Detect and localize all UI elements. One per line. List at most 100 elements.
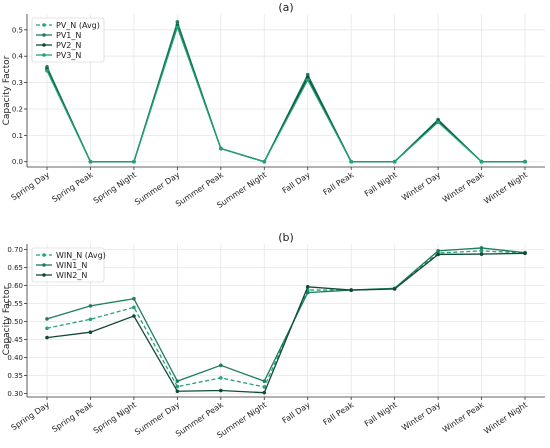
series-PV3_N bbox=[45, 25, 527, 164]
y-tick-label: 0.60 bbox=[7, 282, 23, 290]
data-point bbox=[523, 159, 527, 164]
x-tick-label: Fall Day bbox=[281, 170, 312, 195]
y-tick-label: 0.1 bbox=[12, 132, 23, 140]
data-point bbox=[262, 385, 267, 389]
x-tick-label: Spring Day bbox=[9, 400, 51, 432]
data-point bbox=[305, 285, 310, 289]
x-tick-label: Winter Peak bbox=[441, 170, 486, 204]
data-point bbox=[45, 68, 49, 73]
data-point bbox=[175, 379, 180, 383]
x-tick-label: Fall Day bbox=[281, 400, 312, 425]
data-point bbox=[262, 390, 267, 395]
data-point bbox=[45, 64, 49, 69]
data-point bbox=[479, 159, 484, 164]
x-tick-label: Spring Peak bbox=[50, 170, 95, 204]
x-tick-label: Spring Day bbox=[9, 170, 51, 202]
y-tick-label: 0.5 bbox=[12, 26, 23, 34]
data-point bbox=[479, 252, 484, 256]
data-point bbox=[88, 317, 93, 322]
chart-panel-a: (a) Capacity Factor 0.0 0.1 0.2 0.3 0.4 0.5 Spri… bbox=[2, 1, 545, 210]
data-point bbox=[88, 159, 93, 164]
y-tick-label: 0.65 bbox=[7, 264, 23, 272]
y-axis-label: Capacity Factor bbox=[2, 55, 12, 125]
chart-title: (b) bbox=[278, 231, 294, 244]
x-tick-label: Winter Night bbox=[482, 170, 529, 206]
data-point bbox=[45, 317, 49, 321]
series-line bbox=[46, 25, 525, 163]
y-tick-label: 0.40 bbox=[7, 354, 23, 362]
legend-label: PV2_N bbox=[56, 41, 81, 50]
y-tick-label: 0.30 bbox=[7, 390, 23, 398]
data-point bbox=[479, 249, 484, 253]
data-point bbox=[262, 159, 267, 164]
x-tick-label: Winter Night bbox=[482, 400, 529, 436]
data-point bbox=[219, 376, 223, 380]
x-tick-label: Winter Peak bbox=[441, 400, 486, 434]
legend-label: PV1_N bbox=[56, 31, 81, 40]
data-point bbox=[436, 120, 440, 124]
data-point bbox=[305, 78, 310, 82]
y-tick-label: 0.0 bbox=[12, 158, 23, 166]
series-line bbox=[46, 252, 526, 394]
data-point bbox=[88, 330, 93, 335]
y-tick-label: 0.55 bbox=[7, 300, 23, 308]
y-axis-label: Capacity Factor bbox=[2, 285, 12, 355]
x-tick-label: Winter Day bbox=[400, 170, 442, 203]
data-point bbox=[132, 296, 136, 301]
data-point bbox=[305, 72, 310, 77]
data-point bbox=[305, 75, 310, 80]
x-tick-label: Fall Peak bbox=[321, 170, 355, 197]
y-tick-label: 0.45 bbox=[7, 336, 23, 344]
legend-swatch-marker bbox=[42, 23, 46, 27]
data-point bbox=[175, 384, 180, 389]
legend-swatch-marker bbox=[42, 53, 46, 57]
x-tick-label: Fall Night bbox=[363, 400, 399, 428]
legend-swatch-marker bbox=[42, 273, 46, 277]
x-tick-label: Spring Night bbox=[92, 400, 138, 435]
legend-swatch-marker bbox=[42, 253, 46, 257]
data-point bbox=[175, 20, 180, 24]
y-tick-label: 0.70 bbox=[7, 246, 23, 254]
x-tick-label: Spring Peak bbox=[50, 400, 95, 434]
y-tick-label: 0.3 bbox=[12, 79, 23, 87]
plot-area bbox=[27, 14, 545, 167]
data-point bbox=[392, 159, 397, 164]
data-point bbox=[132, 314, 136, 318]
data-point bbox=[45, 335, 49, 340]
data-point bbox=[305, 290, 310, 295]
data-point bbox=[262, 379, 267, 383]
data-point bbox=[479, 246, 484, 250]
chart-panel-b: (b) Capacity Factor 0.30 0.35 0.40 0.45 0.50 0.… bbox=[2, 231, 545, 440]
data-point bbox=[436, 252, 440, 257]
legend-label: WIN_N (Avg) bbox=[56, 251, 106, 260]
y-tick-label: 0.4 bbox=[12, 53, 24, 61]
data-point bbox=[219, 363, 223, 368]
legend-label: PV_N (Avg) bbox=[56, 21, 100, 30]
data-point bbox=[219, 146, 223, 151]
data-point bbox=[175, 25, 180, 29]
series-line bbox=[46, 247, 526, 382]
legend-label: WIN2_N bbox=[56, 271, 87, 280]
data-point bbox=[219, 388, 223, 393]
data-point bbox=[45, 326, 49, 331]
legend-box bbox=[31, 17, 105, 63]
legend-label: PV3_N bbox=[56, 51, 81, 60]
data-point bbox=[523, 251, 527, 256]
x-tick-label: Fall Night bbox=[363, 170, 399, 198]
legend-box bbox=[31, 247, 105, 283]
data-point bbox=[132, 305, 136, 310]
data-point bbox=[88, 304, 93, 308]
legend-label: WIN1_N bbox=[56, 261, 87, 270]
y-tick-label: 0.50 bbox=[7, 318, 23, 326]
x-tick-label: Fall Peak bbox=[321, 400, 355, 427]
data-point bbox=[132, 159, 136, 164]
series-WIN1_N bbox=[45, 246, 527, 383]
plot-area bbox=[27, 244, 545, 397]
x-tick-label: Spring Night bbox=[92, 170, 138, 205]
series-WIN2_N bbox=[45, 251, 527, 395]
legend-swatch-marker bbox=[42, 263, 46, 267]
data-point bbox=[175, 389, 180, 394]
